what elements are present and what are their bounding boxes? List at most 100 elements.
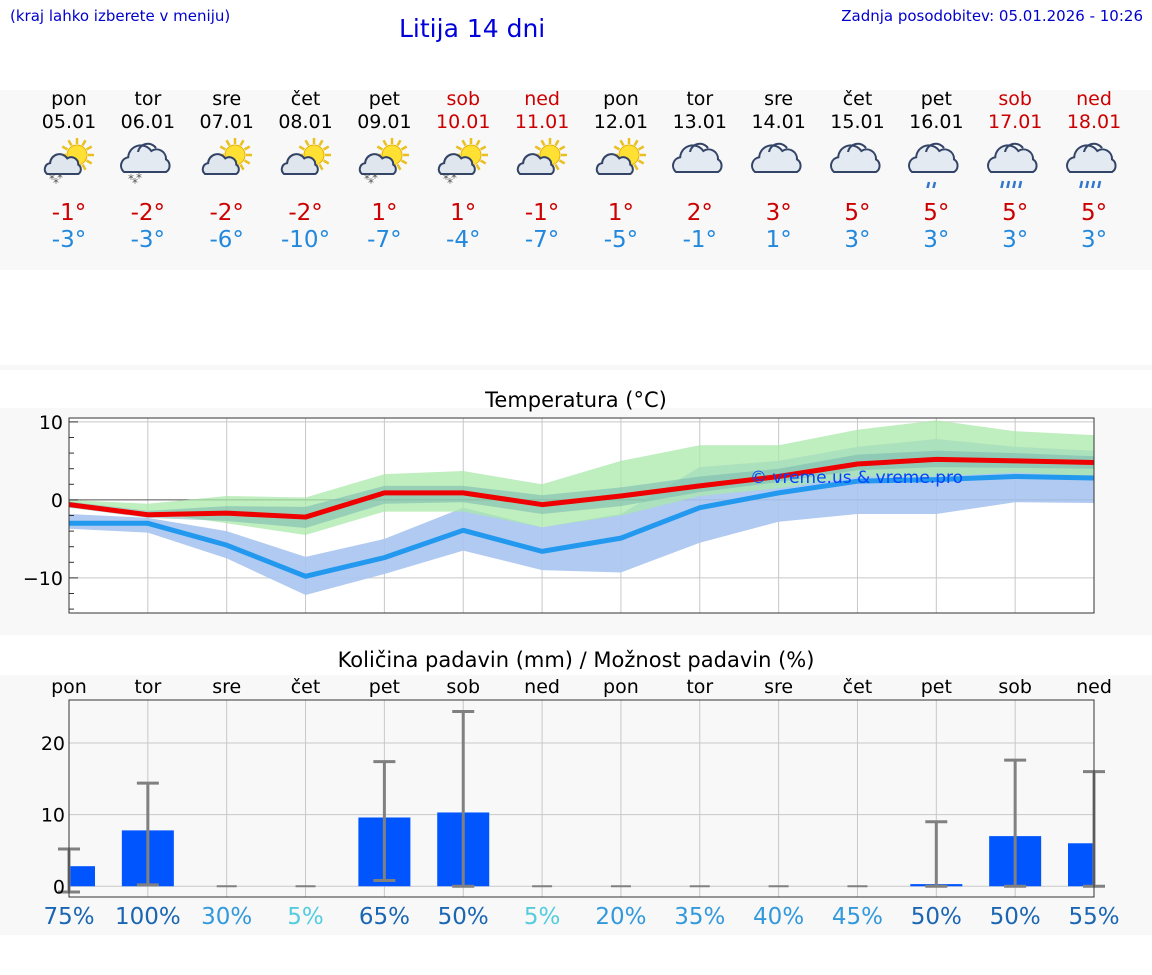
day-date: 15.01 xyxy=(830,111,885,133)
day-date: 16.01 xyxy=(909,111,964,133)
error-bar xyxy=(1004,758,1027,888)
precip-probability: 45% xyxy=(831,904,884,930)
day-date: 06.01 xyxy=(120,111,176,133)
svg-text:*: * xyxy=(128,172,134,186)
day-name: ned xyxy=(1076,88,1112,110)
temperature-chart: 10 0 −10 © vreme.us & vreme.pro xyxy=(23,412,1095,614)
temp-max: 5° xyxy=(1080,200,1108,226)
temp-max: -1° xyxy=(524,200,560,226)
category-label: čet xyxy=(843,676,873,698)
temp-min: -3° xyxy=(130,227,166,253)
sun-cloud-icon xyxy=(201,138,252,175)
max-temp-line xyxy=(68,456,1095,520)
min-temp-line xyxy=(69,474,1095,579)
y-tick-label: 0 xyxy=(53,876,65,898)
category-label: sob xyxy=(998,676,1032,698)
cloud-snow-icon: * ** xyxy=(119,142,171,190)
precip-bar xyxy=(1068,843,1094,887)
category-label: tor xyxy=(134,676,161,698)
temp-min: 1° xyxy=(765,227,792,253)
sun-cloud-snow-icon: * ** xyxy=(438,138,489,190)
error-bar xyxy=(925,820,948,888)
day-date: 08.01 xyxy=(278,111,333,133)
category-label: čet xyxy=(291,676,321,698)
svg-text:*: * xyxy=(364,172,370,186)
precip-probability: 5% xyxy=(287,904,324,930)
error-bar xyxy=(373,760,396,883)
cloud-icon xyxy=(671,142,723,173)
temp-min: 3° xyxy=(923,227,950,253)
precip-probability: 100% xyxy=(114,904,181,930)
temp-min: 3° xyxy=(1080,227,1108,253)
temp-max: 5° xyxy=(923,200,950,226)
weather-icon xyxy=(1066,138,1122,191)
plot-frame xyxy=(68,699,1095,898)
temp-min: -5° xyxy=(603,227,639,253)
svg-text:*: * xyxy=(132,176,138,188)
error-bar xyxy=(452,709,475,888)
day-name: pet xyxy=(920,88,952,110)
temp-min: -3° xyxy=(51,227,87,253)
precip-probability: 55% xyxy=(1068,904,1120,930)
temp-max: -2° xyxy=(130,200,166,226)
temp-min: -6° xyxy=(209,227,244,253)
day-date: 18.01 xyxy=(1066,111,1122,133)
precip-probability: 50% xyxy=(910,904,962,930)
category-label: pet xyxy=(369,676,400,698)
category-label: pon xyxy=(51,676,87,698)
y-tick-label: 10 xyxy=(39,412,63,434)
weather-icon: * * * xyxy=(41,138,97,190)
svg-text:*: * xyxy=(451,171,457,185)
temp-max: 3° xyxy=(765,200,792,226)
weather-icon xyxy=(514,138,570,188)
category-label: sre xyxy=(212,676,241,698)
temp-max: 1° xyxy=(607,200,634,226)
day-date: 10.01 xyxy=(436,111,491,133)
temp-min: -7° xyxy=(524,227,560,253)
weather-icon xyxy=(987,138,1043,191)
sun-cloud-snow-icon: * ** xyxy=(43,138,94,190)
cloud-icon xyxy=(829,142,880,173)
category-label: tor xyxy=(686,676,713,698)
precip-bar xyxy=(69,866,95,887)
category-label: sob xyxy=(446,676,480,698)
separator xyxy=(0,365,1152,370)
temp-max: -1° xyxy=(51,200,87,226)
day-date: 17.01 xyxy=(987,111,1043,133)
category-label: ned xyxy=(524,676,560,698)
last-update: Zadnja posodobitev: 05.01.2026 - 10:26 xyxy=(841,7,1143,25)
y-tick-label: 20 xyxy=(41,733,65,755)
forecast-band xyxy=(0,90,1152,270)
sun-cloud-icon xyxy=(516,138,568,175)
weather-icon: * * * xyxy=(435,138,491,190)
cloud-rain-icon xyxy=(987,142,1038,191)
temp-min: -4° xyxy=(446,227,481,253)
precip-probability: 35% xyxy=(674,904,726,930)
y-tick-label: 0 xyxy=(51,490,63,512)
precip-probability: 40% xyxy=(753,904,805,930)
temp-min: 3° xyxy=(844,227,871,253)
day-name: tor xyxy=(686,88,714,110)
precipitation-chart-title: Količina padavin (mm) / Možnost padavin … xyxy=(337,648,815,672)
temp-max: 2° xyxy=(686,200,713,226)
page-title: Litija 14 dni xyxy=(399,14,546,43)
temp-min: 3° xyxy=(1002,227,1029,253)
cloud-icon xyxy=(750,142,802,173)
svg-text:*: * xyxy=(447,176,453,188)
weather-icon xyxy=(829,138,886,188)
svg-text:*: * xyxy=(368,176,374,188)
region-note[interactable]: (kraj lahko izberete v meniju) xyxy=(10,7,231,25)
precip-probability: 65% xyxy=(358,904,410,930)
temp-max: 1° xyxy=(371,200,398,226)
weather-icon: * * * xyxy=(119,138,176,190)
weather-icon xyxy=(908,138,964,191)
day-name: čet xyxy=(842,88,873,110)
day-name: sre xyxy=(764,88,794,110)
svg-text:*: * xyxy=(372,171,378,185)
y-tick-label: 10 xyxy=(41,805,65,827)
temp-min: -10° xyxy=(281,227,331,253)
weather-icon xyxy=(750,138,807,188)
category-label: pon xyxy=(603,676,639,698)
precip-probability: 50% xyxy=(989,904,1041,930)
temperature-chart-title: Temperatura (°C) xyxy=(485,388,667,412)
